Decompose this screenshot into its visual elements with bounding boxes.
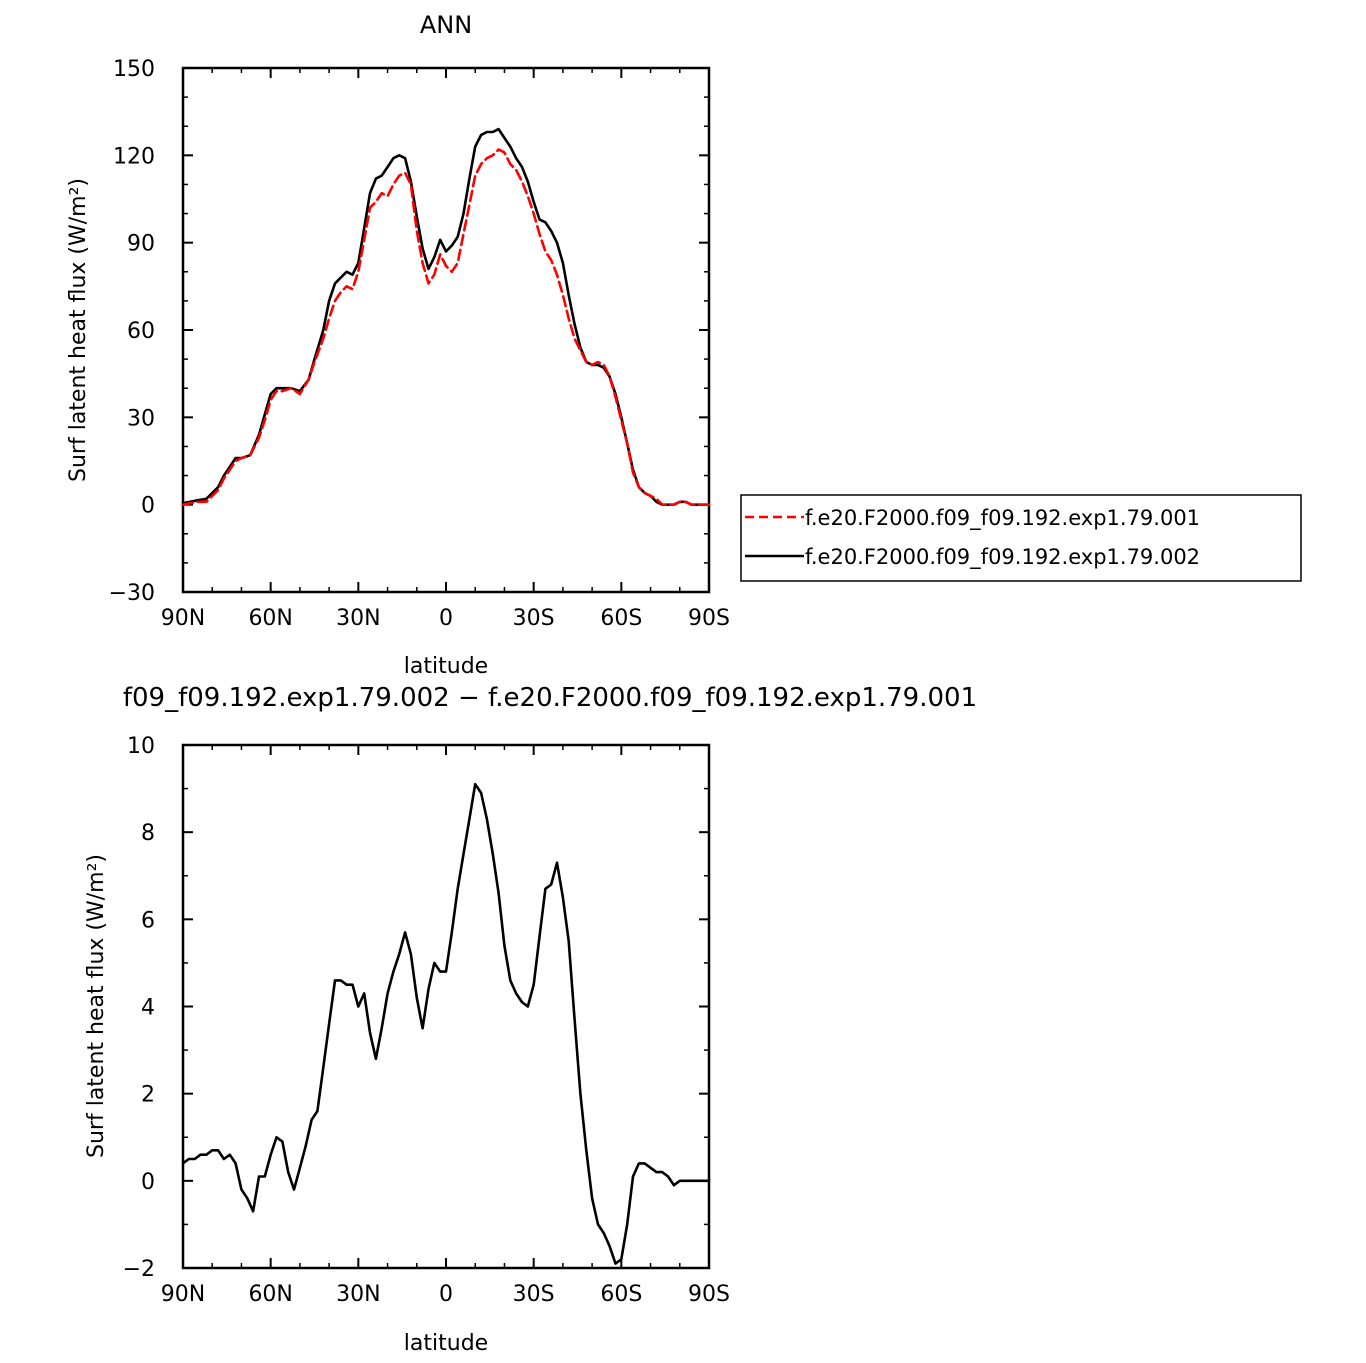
- bottom-chart-y-axis-label: Surf latent heat flux (W/m²): [84, 854, 109, 1158]
- top-chart-y-tick-label: 60: [127, 319, 155, 344]
- top-chart-x-tick-label: 90S: [688, 606, 730, 631]
- bottom-chart-x-tick-label: 0: [439, 1282, 453, 1307]
- top-chart-series: [181, 127, 711, 507]
- legend: f.e20.F2000.f09_f09.192.exp1.79.001 f.e2…: [740, 494, 1302, 582]
- bottom-chart-x-tick-label: 90N: [161, 1282, 205, 1307]
- legend-label-series-2: f.e20.F2000.f09_f09.192.exp1.79.002: [805, 545, 1200, 570]
- bottom-chart-x-axis-label: latitude: [404, 1331, 488, 1356]
- bottom-chart: f09_f09.192.exp1.79.002 − f.e20.F2000.f0…: [84, 683, 977, 1356]
- top-chart-y-axis-label: Surf latent heat flux (W/m²): [66, 178, 91, 482]
- top-chart-frame: [181, 66, 711, 594]
- top-chart-x-ticks: 90N 60N 30N 0 30S 60S 90S: [161, 68, 730, 631]
- bottom-chart-x-ticks: 90N 60N 30N 0 30S 60S 90S: [161, 745, 730, 1307]
- bottom-chart-y-tick-label: 6: [141, 908, 155, 933]
- top-chart-x-tick-label: 30S: [513, 606, 555, 631]
- top-chart-x-tick-label: 90N: [161, 606, 205, 631]
- top-chart-y-tick-label: 120: [113, 144, 155, 169]
- top-chart-y-tick-label: 150: [113, 57, 155, 82]
- top-chart-y-tick-label: 30: [127, 406, 155, 431]
- top-chart-y-tick-label: −30: [109, 581, 155, 606]
- top-chart-minor-ticks: [183, 68, 709, 592]
- bottom-chart-x-tick-label: 60N: [248, 1282, 292, 1307]
- bottom-chart-y-tick-label: 10: [127, 734, 155, 759]
- bottom-chart-series: [181, 782, 711, 1265]
- bottom-chart-y-ticks: −2 0 2 4 6 8 10: [123, 734, 709, 1282]
- bottom-chart-y-tick-label: 0: [141, 1170, 155, 1195]
- bottom-chart-x-tick-label: 30S: [513, 1282, 555, 1307]
- top-chart: ANN 90N 60N 30N 0 30S 60S 90S −30 0 30 60 90 120 150…: [66, 11, 1302, 679]
- top-chart-x-tick-label: 30N: [336, 606, 380, 631]
- top-chart-title: ANN: [420, 11, 472, 39]
- bottom-chart-x-tick-label: 90S: [688, 1282, 730, 1307]
- bottom-chart-minor-ticks: [183, 745, 709, 1268]
- top-chart-y-tick-label: 0: [141, 494, 155, 519]
- top-chart-y-tick-label: 90: [127, 232, 155, 257]
- legend-box: [740, 494, 1302, 582]
- bottom-chart-x-tick-label: 60S: [600, 1282, 642, 1307]
- top-chart-series-line-2: [181, 127, 711, 507]
- top-chart-series-line-1: [181, 148, 711, 507]
- bottom-chart-title: f09_f09.192.exp1.79.002 − f.e20.F2000.f0…: [123, 683, 977, 713]
- bottom-chart-y-tick-label: 4: [141, 996, 155, 1021]
- top-chart-x-tick-label: 60N: [248, 606, 292, 631]
- top-chart-x-axis-label: latitude: [404, 654, 488, 679]
- top-chart-x-tick-label: 0: [439, 606, 453, 631]
- bottom-chart-frame: [181, 743, 711, 1270]
- bottom-chart-y-tick-label: 2: [141, 1083, 155, 1108]
- top-chart-x-tick-label: 60S: [600, 606, 642, 631]
- bottom-chart-x-tick-label: 30N: [336, 1282, 380, 1307]
- legend-label-series-1: f.e20.F2000.f09_f09.192.exp1.79.001: [805, 506, 1200, 531]
- top-chart-y-ticks: −30 0 30 60 90 120 150: [109, 57, 709, 606]
- bottom-chart-y-tick-label: −2: [123, 1257, 155, 1282]
- bottom-chart-y-tick-label: 8: [141, 821, 155, 846]
- bottom-chart-series-line-1: [181, 782, 711, 1265]
